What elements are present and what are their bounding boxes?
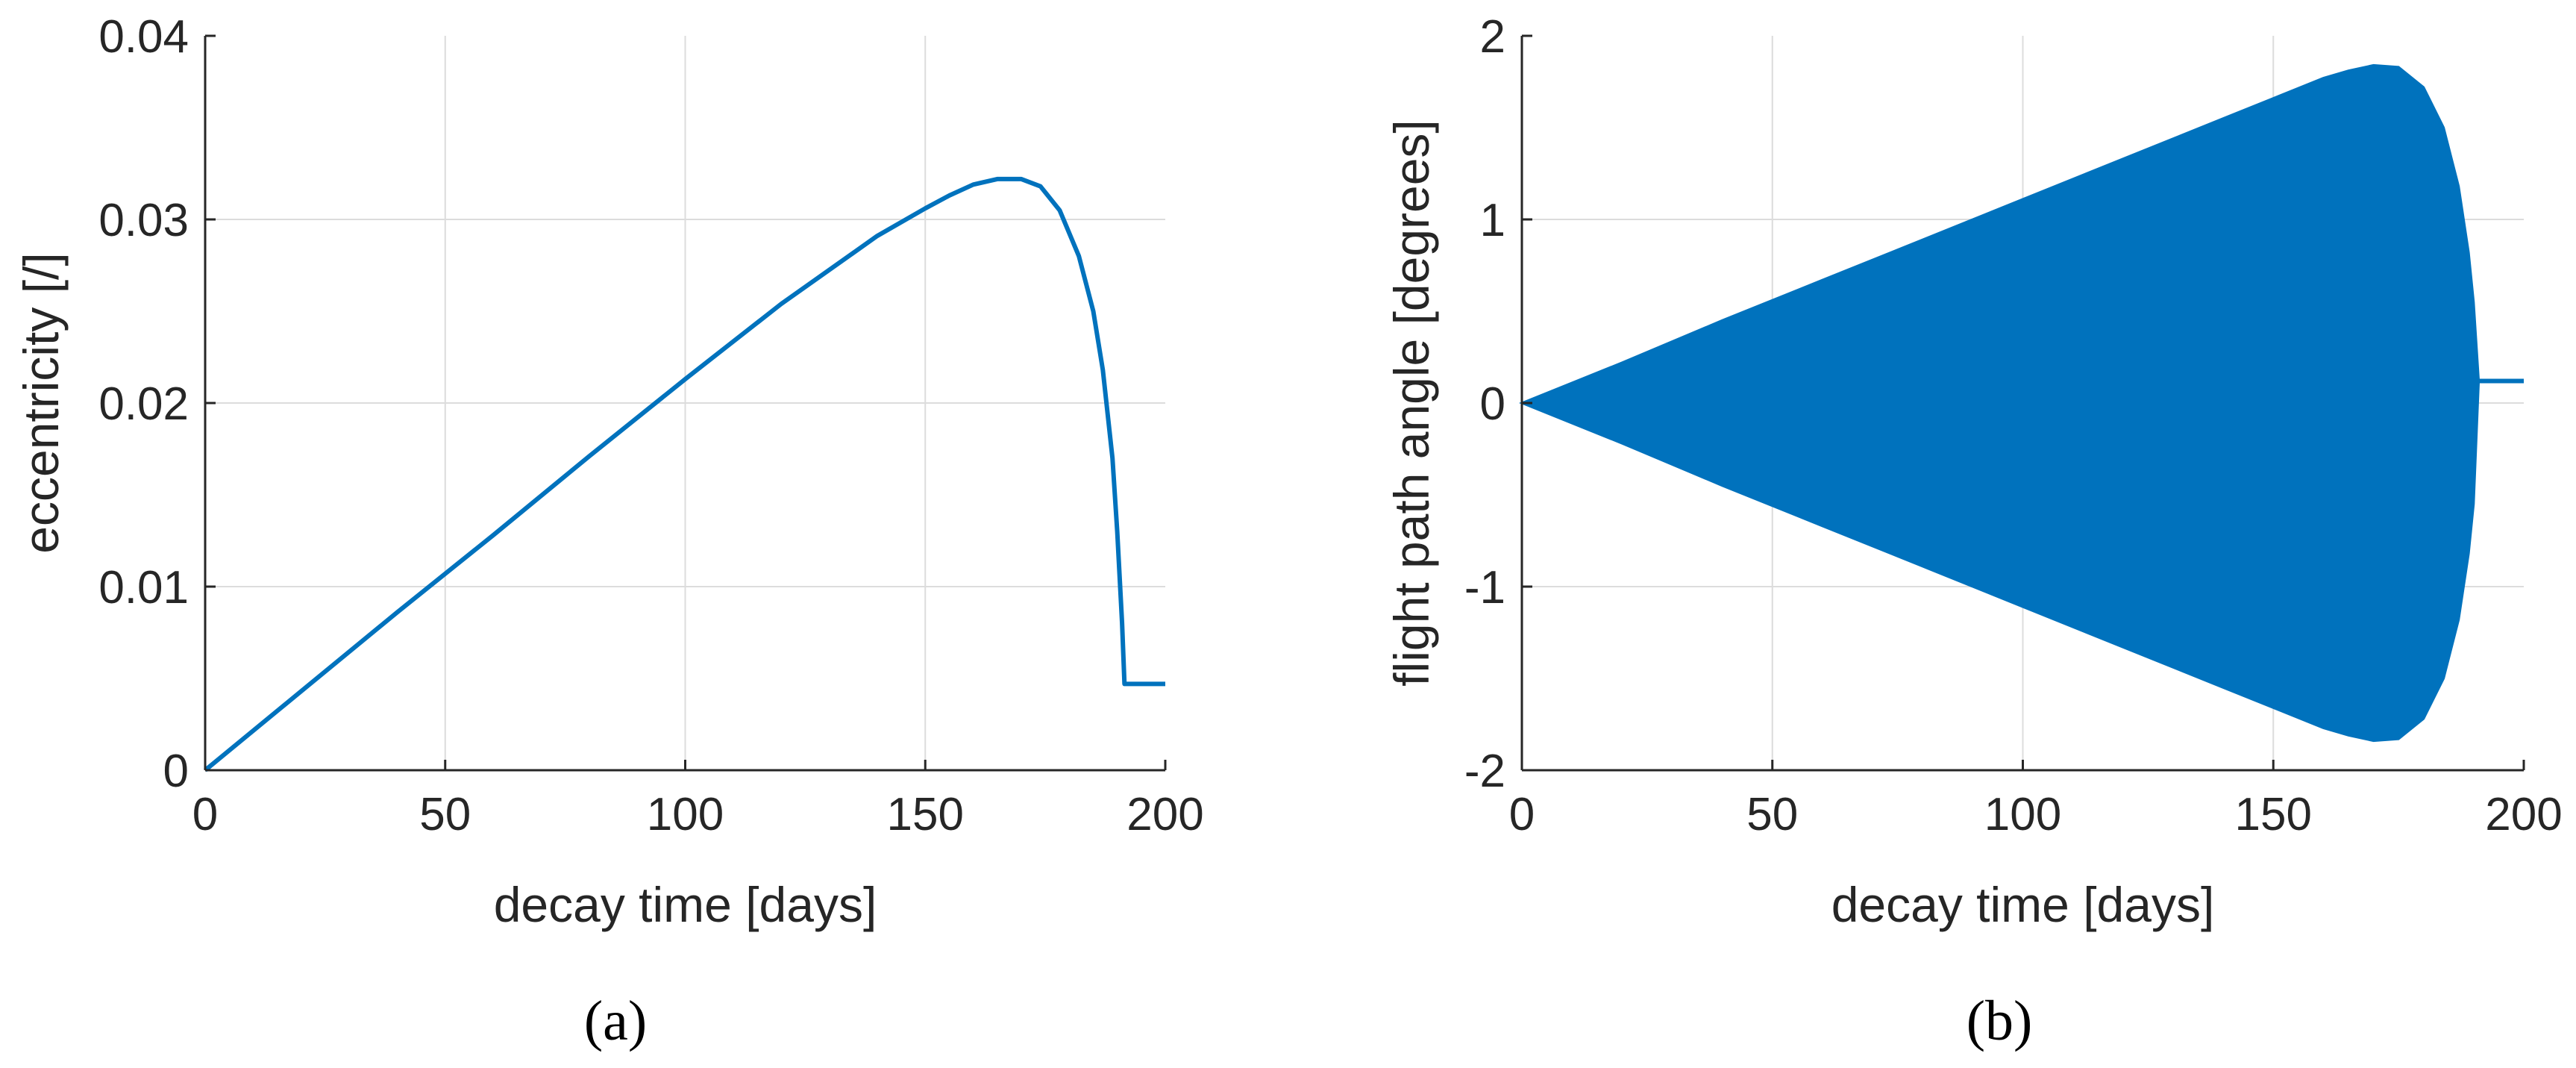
y-tick-label: 0 — [163, 746, 189, 797]
x-tick-label: 0 — [1509, 789, 1535, 840]
x-tick-label: 200 — [1126, 789, 1203, 840]
y-axis-label: flight path angle [degrees] — [1384, 119, 1439, 687]
eccentricity-line — [204, 176, 1165, 772]
y-tick-label: -2 — [1464, 746, 1505, 797]
panel-b-flight-path-angle: 0 50 100 150 200 -2 -1 0 1 2 decay time [days] flig… — [1384, 11, 2563, 932]
caption-a: (a) — [541, 989, 690, 1054]
caption-b-text: (b) — [1966, 990, 2033, 1052]
x-axis-label: decay time [days] — [494, 877, 877, 932]
caption-a-text: (a) — [583, 990, 648, 1052]
x-tick-label: 50 — [1746, 789, 1798, 840]
x-axis-label: decay time [days] — [1831, 877, 2215, 932]
x-tick-label: 0 — [192, 789, 218, 840]
panel-a-eccentricity: 0 50 100 150 200 0 0.01 0.02 0.03 0.04 decay time … — [13, 11, 1204, 932]
caption-b: (b) — [1925, 989, 2074, 1054]
y-tick-label: 0 — [1480, 378, 1505, 430]
y-tick-label: 0.03 — [98, 195, 189, 246]
y-axis-label: eccentricity [/] — [13, 252, 69, 553]
x-tick-label: 150 — [2235, 789, 2312, 840]
x-tick-label: 150 — [887, 789, 964, 840]
x-tick-label: 50 — [419, 789, 471, 840]
y-tick-label: 1 — [1480, 195, 1505, 246]
y-tick-label: 2 — [1480, 11, 1505, 63]
x-tick-label: 200 — [2485, 789, 2562, 840]
x-tick-label: 100 — [647, 789, 724, 840]
x-tick-label: 100 — [1984, 789, 2061, 840]
y-tick-label: 0.02 — [98, 378, 189, 430]
y-tick-label: 0.01 — [98, 562, 189, 613]
y-tick-label: -1 — [1464, 562, 1505, 613]
y-tick-label: 0.04 — [98, 11, 189, 63]
